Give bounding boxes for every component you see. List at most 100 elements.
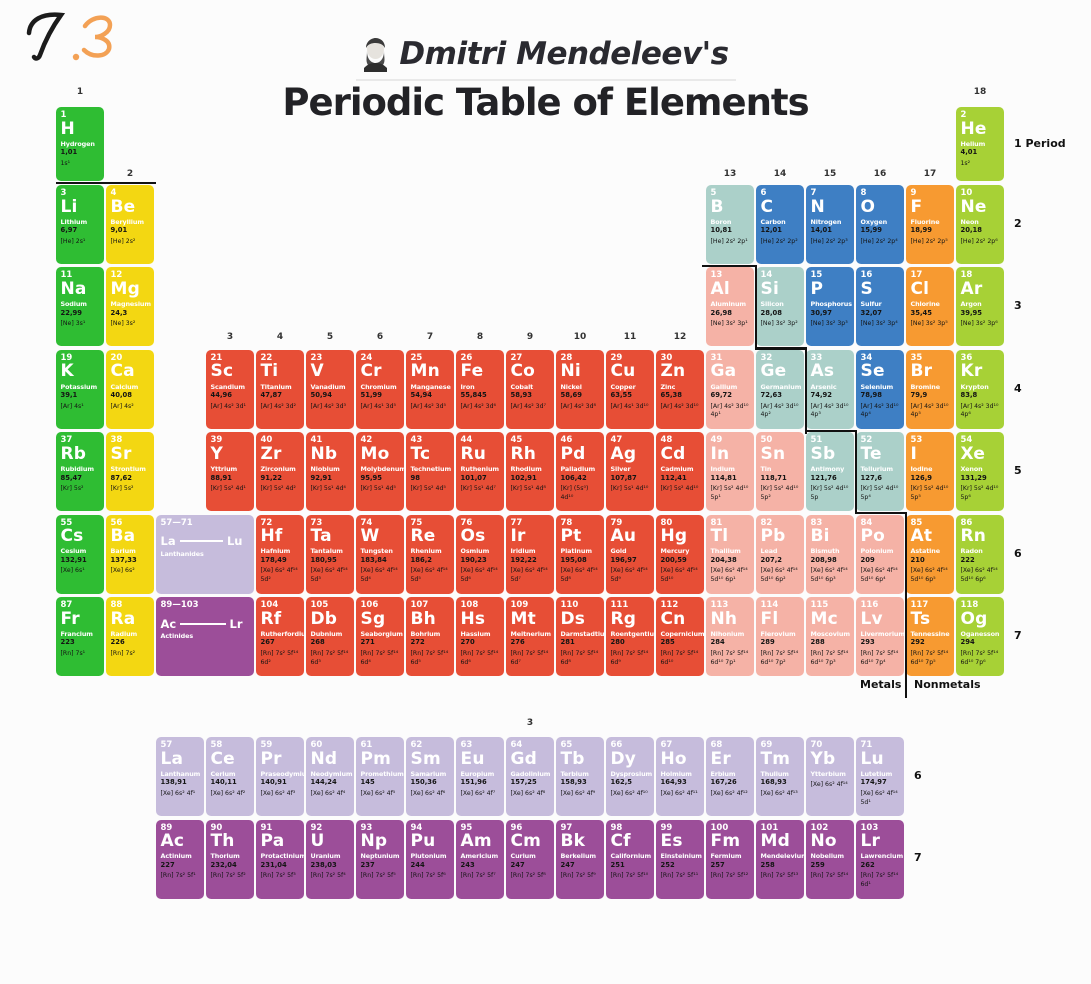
metal-nonmetal-divider xyxy=(804,347,807,434)
electron-config: [Rn] 7s² 5f¹⁴ 6d² xyxy=(260,649,299,666)
element-cell-Am: 95 Am Americium 243 [Rn] 7s² 5f⁷ xyxy=(456,819,504,899)
electron-config: [Rn] 7s² 5f¹⁴ 6d¹⁰ 7p⁴ xyxy=(860,649,899,666)
handwritten-dot xyxy=(72,53,80,61)
element-symbol: Pd xyxy=(560,443,586,464)
element-name: Neptunium xyxy=(360,852,400,861)
group-label: 4 xyxy=(276,332,284,342)
atomic-number: 44 xyxy=(460,435,473,446)
atomic-number: 70 xyxy=(810,740,823,750)
page-title: Periodic Table of Elements xyxy=(282,81,809,124)
electron-config: [He] 2s² 2p⁶ xyxy=(960,237,998,245)
element-symbol: No xyxy=(810,831,837,851)
atomic-mass: 40,08 xyxy=(110,391,133,400)
atomic-number: 58 xyxy=(210,740,223,750)
atomic-number: 57 xyxy=(160,740,173,750)
atomic-mass: 270 xyxy=(460,638,475,647)
atomic-mass: 294 xyxy=(960,638,975,647)
atomic-number: 117 xyxy=(910,600,929,610)
element-symbol: Ag xyxy=(610,443,637,464)
element-symbol: Sr xyxy=(110,443,132,464)
element-name: Ytterbium xyxy=(810,769,846,778)
group-label: 18 xyxy=(973,87,987,97)
atomic-number: 80 xyxy=(660,517,673,528)
element-symbol: Ra xyxy=(110,608,136,629)
element-cell-Mc: 115 Mc Moscovium 288 [Rn] 7s² 5f¹⁴ 6d¹⁰ 7p³ xyxy=(806,597,854,676)
atomic-number: 33 xyxy=(810,352,823,363)
element-cell-Ni: 28 Ni Nickel 58,69 [Ar] 4s² 3d⁸ xyxy=(556,349,604,429)
element-cell-Th: 90 Th Thorium 232,04 [Rn] 7s² 5f² xyxy=(206,819,254,899)
electron-config: [Xe] 6s² 4f⁹ xyxy=(560,789,596,797)
atomic-mass: 195,08 xyxy=(560,555,587,564)
element-cell-Ra: 88 Ra Radium 226 [Rn] 7s² xyxy=(106,597,154,676)
electron-config: 1s¹ xyxy=(60,159,71,167)
electron-config: [Xe] 6s² 4f¹⁴ 5d¹⁰ 6p⁴ xyxy=(860,567,898,584)
atomic-number: 46 xyxy=(560,435,573,446)
atomic-number: 40 xyxy=(260,435,273,446)
atomic-number: 11 xyxy=(60,270,73,281)
element-cell-B: 5 B Boron 10,81 [He] 2s² 2p¹ xyxy=(706,185,754,264)
atomic-mass: 69,72 xyxy=(710,391,733,400)
element-cell-Md: 101 Md Mendelevium 258 [Rn] 7s² 5f¹³ xyxy=(756,819,804,899)
element-cell-No: 102 No Nobelium 259 [Rn] 7s² 5f¹⁴ xyxy=(806,819,854,899)
electron-config: [Rn] 7s² 5f⁹ xyxy=(560,872,596,880)
atomic-mass: 247 xyxy=(510,860,525,869)
element-symbol: Kr xyxy=(960,361,983,382)
element-name: Titanium xyxy=(260,382,292,391)
element-name: Nickel xyxy=(560,382,582,391)
atomic-mass: 268 xyxy=(310,638,325,647)
electron-config: [Rn] 7s² 5f¹ xyxy=(160,872,196,880)
electron-config: [Rn] 7s² 5f¹⁴ 6d⁹ xyxy=(610,649,649,666)
atomic-mass: 247 xyxy=(560,860,575,869)
atomic-mass: 88,91 xyxy=(210,473,233,482)
atomic-mass: 126,9 xyxy=(910,473,933,482)
element-name: Neon xyxy=(960,217,979,226)
element-name: Astatine xyxy=(910,547,941,556)
atomic-mass: 78,98 xyxy=(860,391,883,400)
element-symbol: Ga xyxy=(710,361,737,382)
electron-config: [Rn] 7s¹ xyxy=(60,649,86,657)
element-name: Gallium xyxy=(710,382,738,391)
period-label: 5 xyxy=(1014,464,1022,478)
atomic-number: 96 xyxy=(510,822,523,833)
element-cell-Fl: 114 Fl Flerovium 289 [Rn] 7s² 5f¹⁴ 6d¹⁰ 7p² xyxy=(756,597,804,676)
atomic-mass: 293 xyxy=(860,638,875,647)
element-name: Manganese xyxy=(410,382,451,391)
electron-config: [Kr] 5s² 4d¹⁰ 5p⁴ xyxy=(860,485,899,501)
period-label: 6 xyxy=(914,769,922,782)
element-symbol: Nd xyxy=(310,748,338,769)
element-symbol: Au xyxy=(610,526,637,547)
electron-config: [Ar] 4s¹ 3d⁵ xyxy=(360,402,397,410)
atomic-mass: 72,63 xyxy=(760,391,783,400)
element-name: Radium xyxy=(110,629,138,638)
element-name: Darmstadtium xyxy=(560,629,605,638)
atomic-number: 104 xyxy=(260,600,279,610)
atomic-mass: 167,26 xyxy=(710,778,737,787)
atomic-number: 65 xyxy=(560,740,573,750)
element-symbol: Ir xyxy=(510,526,526,547)
atomic-number: 42 xyxy=(360,435,373,446)
element-cell-Ta: 73 Ta Tantalum 180,95 [Xe] 6s² 4f¹⁴ 5d³ xyxy=(306,514,354,594)
element-cell-Np: 93 Np Neptunium 237 [Rn] 7s² 5f⁵ xyxy=(356,819,404,899)
electron-config: [Ne] 3s² 3p⁵ xyxy=(910,320,948,328)
atomic-mass: 18,99 xyxy=(910,226,933,235)
electron-config: [Ar] 4s² 3d¹⁰ 4p¹ xyxy=(710,402,749,419)
atomic-number: 17 xyxy=(910,270,923,281)
atomic-mass: 243 xyxy=(460,860,475,869)
atomic-mass: 150,36 xyxy=(410,778,437,787)
element-name: Ruthenium xyxy=(460,465,500,474)
element-cell-Bk: 97 Bk Berkelium 247 [Rn] 7s² 5f⁹ xyxy=(556,819,604,899)
element-cell-O: 8 O Oxygen 15,99 [He] 2s² 2p⁴ xyxy=(856,185,904,264)
atomic-number: 73 xyxy=(310,517,323,528)
atomic-mass: 50,94 xyxy=(310,391,333,400)
element-name: Tungsten xyxy=(360,547,393,556)
element-name: Nihonium xyxy=(710,629,745,638)
element-symbol: Ni xyxy=(560,361,581,382)
atomic-number: 51 xyxy=(810,435,823,446)
element-symbol: Md xyxy=(760,831,790,851)
period-label: 6 xyxy=(1014,546,1022,560)
atomic-mass: 140,91 xyxy=(260,778,287,787)
element-cell-Rg: 111RgRoentgentium280 [Rn] 7s² 5f¹⁴ 6d⁹ xyxy=(606,597,654,676)
atomic-mass: 168,93 xyxy=(760,778,787,787)
element-name: Osmium xyxy=(460,547,490,556)
atomic-mass: 118,71 xyxy=(760,473,787,482)
